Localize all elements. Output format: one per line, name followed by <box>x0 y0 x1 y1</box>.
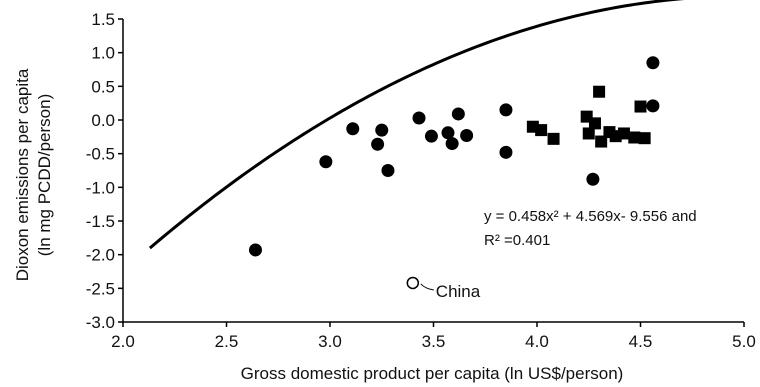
y-tick-label: 0.5 <box>91 77 115 96</box>
data-point-circle <box>445 137 459 151</box>
data-point-circle <box>499 103 513 117</box>
china-label-leader <box>420 283 434 291</box>
tick-layer: 1.5 1.0 0.5 0.0 -0.5 -1.0 -1.5 -2.0 -2.5 -3.02.0 2… <box>86 10 756 351</box>
data-point-circle <box>412 111 426 125</box>
y-tick-label: -1.0 <box>86 178 115 197</box>
data-point-open-circle <box>406 276 420 290</box>
x-tick-label: 5.0 <box>732 332 756 351</box>
y-tick-label: -2.0 <box>86 246 115 265</box>
y-tick-label: 1.0 <box>91 44 115 63</box>
x-tick-label: 3.0 <box>318 332 342 351</box>
data-point-circle <box>499 145 513 159</box>
data-point-circle <box>319 155 333 169</box>
y-axis-title-line-1: Dioxon emissions per capita <box>13 68 32 281</box>
data-point-square <box>595 135 608 148</box>
y-tick-label: -2.5 <box>86 279 115 298</box>
x-tick-label: 2.0 <box>111 332 135 351</box>
data-point-circle <box>646 56 660 70</box>
data-point-circle <box>441 126 455 140</box>
data-point-circle <box>371 137 385 151</box>
data-point-circle <box>248 243 262 257</box>
data-point-square <box>588 117 601 130</box>
data-point-square <box>634 100 647 113</box>
fit-equation: y = 0.458x² + 4.569x- 9.556 and <box>484 208 697 225</box>
data-point-circle <box>451 107 465 121</box>
y-tick-label: 1.5 <box>91 10 115 29</box>
x-tick-label: 4.0 <box>525 332 549 351</box>
x-axis-title: Gross domestic product per capita (ln US… <box>241 364 624 383</box>
data-point-square <box>617 127 630 140</box>
x-tick-label: 2.5 <box>215 332 239 351</box>
data-point-circle <box>381 164 395 177</box>
data-point-circle <box>460 128 474 142</box>
data-point-square <box>638 132 651 145</box>
quadratic-fit-curve <box>148 0 685 250</box>
data-point-square <box>582 127 595 140</box>
x-tick-label: 3.5 <box>422 332 446 351</box>
china-label: China <box>436 282 481 301</box>
y-tick-label: 0.0 <box>91 111 115 130</box>
data-point-square <box>603 126 616 139</box>
y-tick-label: -0.5 <box>86 145 115 164</box>
data-point-square <box>628 131 641 144</box>
data-point-circle <box>646 99 660 113</box>
y-tick-label: -3.0 <box>86 313 115 332</box>
data-point-square <box>593 85 606 98</box>
data-point-circle <box>346 122 360 136</box>
data-point-circle <box>375 123 389 137</box>
y-axis-title-line-2: (ln mg PCDD/person) <box>35 94 54 257</box>
data-point-square <box>535 124 548 137</box>
data-point-square <box>547 132 560 145</box>
fit-r-squared: R² =0.401 <box>484 232 550 249</box>
y-tick-label: -1.5 <box>86 212 115 231</box>
x-tick-label: 4.5 <box>629 332 653 351</box>
data-point-circle <box>586 172 600 186</box>
data-point-circle <box>424 129 438 143</box>
data-points <box>248 56 660 290</box>
